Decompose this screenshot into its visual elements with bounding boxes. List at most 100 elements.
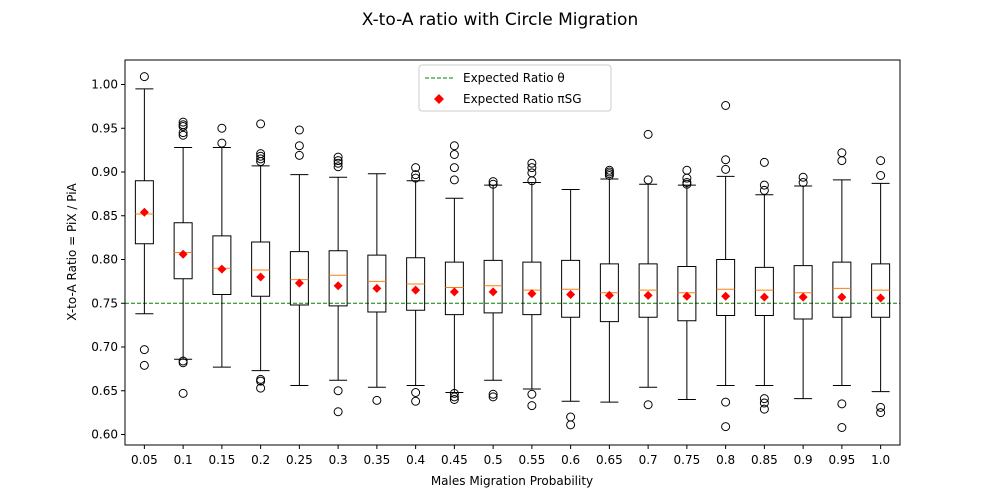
x-axis-label: Males Migration Probability: [431, 474, 593, 488]
box-group: [251, 119, 271, 393]
pisg-marker: [333, 281, 343, 291]
outlier-point: [643, 175, 653, 185]
box-iqr: [716, 259, 736, 316]
outlier-point: [876, 171, 886, 180]
outlier-point: [333, 158, 343, 168]
outlier-point: [798, 172, 808, 182]
y-axis-label: X-to-A Ratio = PiX / PiA: [65, 182, 79, 320]
outlier-point: [527, 401, 537, 411]
pisg-marker: [721, 291, 731, 301]
outlier-point: [217, 138, 227, 148]
x-tick-label: 0.6: [561, 453, 580, 467]
outlier-point: [759, 404, 769, 414]
outlier-point: [566, 420, 576, 430]
box-group: [754, 157, 774, 414]
box-group: [406, 163, 426, 406]
pisg-marker: [178, 249, 188, 259]
box-iqr: [522, 261, 542, 316]
x-tick-label: 0.5: [484, 453, 503, 467]
outlier-point: [449, 395, 459, 404]
y-tick-label: 0.75: [91, 296, 118, 310]
plot-frame: [124, 59, 901, 446]
y-tick-label: 1.00: [91, 78, 118, 92]
outlier-point: [721, 422, 731, 432]
pisg-marker: [488, 287, 498, 297]
box-group: [522, 158, 542, 411]
x-tick-label: 0.85: [751, 453, 778, 467]
outlier-point: [333, 386, 343, 396]
box-group: [599, 165, 619, 403]
outlier-point: [256, 374, 266, 384]
outlier-point: [759, 185, 769, 195]
y-tick-label: 0.60: [91, 428, 118, 442]
pisg-marker: [256, 272, 266, 282]
box-group: [677, 165, 697, 400]
outlier-point: [488, 179, 498, 189]
box-iqr: [754, 266, 774, 316]
outlier-point: [876, 408, 886, 418]
outlier-point: [837, 148, 847, 158]
pisg-marker: [798, 292, 808, 302]
x-tick-label: 0.65: [596, 453, 623, 467]
box-group: [638, 129, 658, 410]
pisg-marker: [411, 285, 421, 295]
x-tick-label: 0.25: [286, 453, 313, 467]
y-tick-label: 0.95: [91, 121, 118, 135]
x-tick-label: 0.35: [364, 453, 391, 467]
outlier-point: [411, 170, 421, 180]
outlier-point: [411, 396, 421, 406]
pisg-marker: [527, 289, 537, 299]
outlier-point: [798, 178, 808, 187]
box-group: [134, 72, 154, 370]
y-tick-label: 0.80: [91, 253, 118, 267]
x-tick-label: 0.45: [441, 453, 468, 467]
box-iqr: [134, 180, 154, 245]
outlier-point: [527, 389, 537, 399]
outlier-point: [178, 388, 188, 398]
pisg-marker: [294, 278, 304, 288]
y-axis: 0.60 0.65 0.70 0.75 0.80 0.85 0.90 0.95 1.00: [91, 78, 125, 442]
legend-pisg-swatch: [434, 94, 444, 104]
outlier-point: [682, 173, 692, 183]
outlier-point: [256, 376, 266, 386]
outlier-point: [643, 129, 653, 139]
x-tick-label: 0.9: [794, 453, 813, 467]
outlier-point: [488, 389, 498, 399]
x-axis: 0.05 0.1 0.15 0.2 0.25 0.3 0.35 0.4 0.45 0.5 0.55 0…: [131, 445, 890, 467]
pisg-marker: [449, 287, 459, 297]
outlier-point: [139, 360, 149, 370]
outlier-point: [488, 392, 498, 402]
y-tick-label: 0.70: [91, 340, 118, 354]
outlier-point: [721, 101, 731, 110]
plot-area: [125, 72, 900, 432]
x-tick-label: 0.4: [406, 453, 425, 467]
outlier-point: [333, 152, 343, 162]
outlier-point: [411, 173, 421, 183]
box-group: [716, 101, 736, 432]
outlier-point: [178, 122, 188, 131]
outlier-point: [759, 398, 769, 408]
outlier-point: [449, 150, 459, 159]
pisg-marker: [139, 207, 149, 217]
outlier-point: [178, 358, 188, 368]
pisg-marker: [837, 292, 847, 302]
box-group: [289, 125, 309, 386]
outlier-point: [527, 163, 537, 173]
outlier-point: [139, 72, 149, 82]
box-iqr: [212, 235, 232, 295]
box-group: [173, 117, 193, 398]
box-iqr: [289, 251, 309, 306]
x-tick-label: 0.15: [209, 453, 236, 467]
pisg-marker: [604, 290, 614, 300]
box-group: [832, 148, 852, 432]
outlier-point: [139, 345, 149, 355]
x-tick-label: 0.8: [716, 453, 735, 467]
outlier-point: [256, 157, 266, 166]
outlier-point: [682, 165, 692, 175]
outlier-point: [449, 163, 459, 173]
pisg-marker: [682, 291, 692, 301]
outlier-point: [217, 123, 227, 133]
outlier-point: [488, 177, 498, 187]
x-tick-label: 1.0: [871, 453, 890, 467]
chart-title: X-to-A ratio with Circle Migration: [362, 10, 638, 30]
